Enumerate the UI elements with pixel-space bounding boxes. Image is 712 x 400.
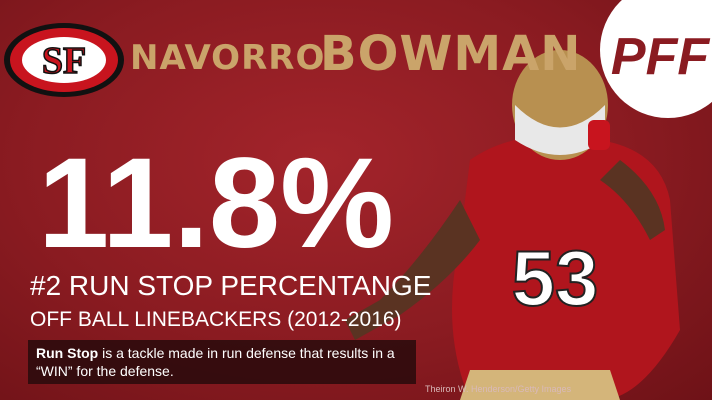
definition-text: is a tackle made in run defense that res… (36, 345, 395, 379)
pants (460, 370, 620, 400)
definition-term: Run Stop (36, 345, 99, 361)
logo-inner (22, 37, 106, 83)
facemask (515, 105, 605, 155)
stat-rank: #2 RUN STOP PERCENTANGE (30, 270, 432, 301)
jersey (452, 135, 680, 400)
logo-text: SF (42, 40, 86, 82)
photo-credit: Theiron W. Henderson/Getty Images (425, 384, 572, 394)
brand-badge: PFF (600, 0, 712, 118)
player-figure: 53 (345, 50, 680, 400)
arm (600, 160, 665, 240)
definition-box: Run Stop is a tackle made in run defense… (28, 340, 416, 384)
brand-circle (600, 0, 712, 118)
brand-text: PFF (611, 28, 710, 86)
player-first-name: NAVORRO (130, 38, 326, 78)
jersey-number: 53 (512, 234, 599, 322)
stat-value: 11.8% (38, 132, 394, 275)
stat-group: OFF BALL LINEBACKERS (2012-2016) (30, 308, 402, 331)
glove (588, 120, 610, 150)
arm (345, 200, 480, 340)
team-logo: SF (4, 23, 124, 97)
player-last-name: BOWMAN (320, 26, 582, 82)
